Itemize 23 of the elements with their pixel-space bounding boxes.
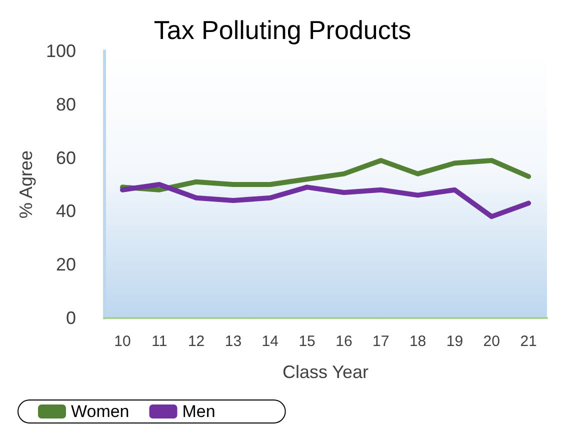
x-tick-label: 15 bbox=[298, 333, 316, 350]
x-tick-label: 12 bbox=[188, 333, 205, 350]
y-tick-label: 80 bbox=[56, 94, 76, 114]
x-tick-label: 21 bbox=[520, 333, 537, 350]
x-tick-label: 17 bbox=[372, 333, 390, 350]
x-tick-label: 16 bbox=[336, 333, 352, 350]
legend-label: Women bbox=[71, 402, 130, 421]
legend-label: Men bbox=[182, 402, 216, 421]
y-tick-label: 60 bbox=[56, 148, 76, 168]
y-tick-label: 40 bbox=[56, 201, 76, 222]
x-tick-label: 10 bbox=[114, 333, 131, 350]
chart-title: Tax Polluting Products bbox=[154, 15, 412, 45]
y-tick-label: 0 bbox=[66, 308, 76, 328]
x-tick-label: 20 bbox=[483, 333, 500, 350]
x-tick-label: 11 bbox=[152, 333, 168, 350]
x-axis-title: Class Year bbox=[282, 362, 369, 382]
y-tick-label: 100 bbox=[46, 41, 76, 61]
y-axis-title: % Agree bbox=[16, 150, 36, 219]
x-tick-label: 13 bbox=[224, 333, 242, 350]
x-tick-label: 18 bbox=[409, 333, 426, 350]
y-tick-label: 20 bbox=[56, 254, 76, 275]
x-tick-label: 14 bbox=[262, 333, 278, 350]
x-tick-label: 19 bbox=[446, 333, 464, 350]
